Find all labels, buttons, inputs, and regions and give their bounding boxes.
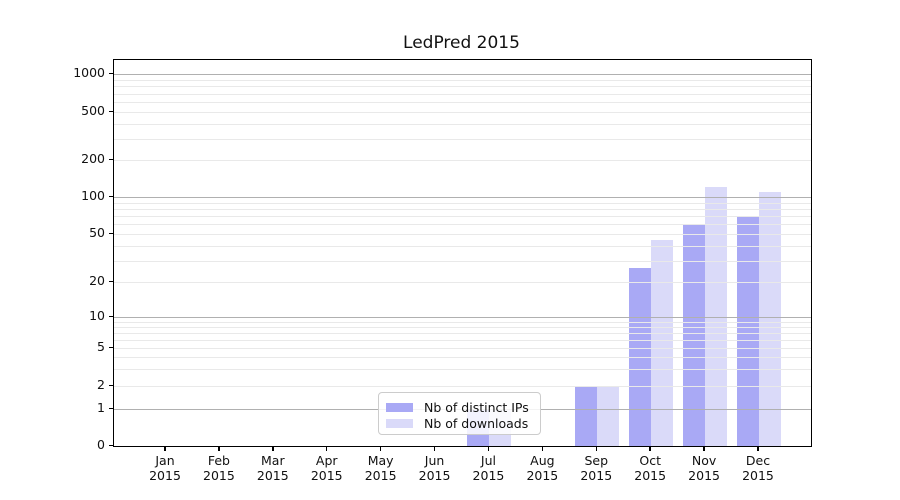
x-tick-label: Dec 2015 [742, 453, 774, 483]
x-tick-label: Oct 2015 [634, 453, 667, 483]
legend-item-distinct-ips: Nb of distinct IPs [386, 399, 532, 415]
minor-gridline [114, 102, 811, 103]
x-tick-mark [649, 446, 651, 451]
x-tick-mark [218, 446, 220, 451]
x-tick-label: Apr 2015 [310, 453, 343, 483]
x-tick-mark [703, 446, 705, 451]
major-gridline [114, 74, 811, 75]
bar-downloads-oct [651, 239, 674, 446]
minor-gridline [114, 245, 811, 247]
y-tick-mark [109, 195, 113, 197]
minor-gridline [114, 321, 811, 323]
legend: Nb of distinct IPs Nb of downloads [378, 392, 541, 435]
minor-gridline [114, 79, 811, 81]
y-tick-mark [109, 346, 113, 348]
y-tick-mark [109, 110, 113, 112]
minor-gridline [114, 282, 811, 283]
y-tick-label: 10 [89, 308, 105, 323]
y-tick-mark [109, 280, 113, 282]
bar-distinct-ips-oct [629, 268, 652, 446]
y-tick-label: 20 [89, 273, 105, 288]
y-tick-mark [109, 384, 113, 386]
minor-gridline [114, 326, 811, 328]
x-tick-label: Nov 2015 [688, 453, 720, 483]
minor-gridline [114, 332, 811, 334]
minor-gridline [114, 202, 811, 204]
y-tick-label: 100 [81, 188, 105, 203]
y-tick-mark [109, 158, 113, 160]
bar-downloads-sep [597, 386, 620, 446]
y-tick-mark [109, 72, 113, 74]
x-tick-label: May 2015 [364, 453, 397, 483]
x-tick-mark [325, 446, 328, 451]
legend-label-distinct-ips: Nb of distinct IPs [424, 399, 529, 415]
x-tick-label: Feb 2015 [203, 453, 235, 483]
x-tick-mark [433, 446, 436, 451]
x-tick-label: Jul 2015 [472, 453, 505, 483]
x-tick-mark [379, 446, 382, 451]
y-tick-label: 500 [81, 103, 105, 118]
minor-gridline [114, 86, 811, 88]
major-gridline [114, 317, 811, 318]
x-tick-label: Mar 2015 [256, 453, 289, 483]
y-tick-label: 200 [81, 151, 105, 166]
y-tick-label: 0 [97, 437, 105, 452]
bar-downloads-nov [705, 187, 728, 446]
x-tick-mark [272, 446, 274, 451]
minor-gridline [114, 357, 811, 359]
minor-gridline [114, 123, 811, 125]
y-tick-label: 1 [97, 400, 105, 415]
legend-swatch-downloads [386, 418, 413, 428]
x-tick-mark [487, 446, 490, 451]
x-tick-label: Sep 2015 [580, 453, 613, 483]
legend-item-downloads: Nb of downloads [386, 415, 532, 431]
y-tick-label: 1000 [73, 65, 105, 80]
y-tick-label: 50 [89, 225, 105, 240]
y-tick-mark [109, 315, 113, 317]
minor-gridline [114, 93, 811, 95]
minor-gridline [114, 138, 811, 140]
minor-gridline [114, 386, 811, 387]
legend-swatch-distinct-ips [386, 402, 413, 412]
minor-gridline [114, 369, 811, 371]
bar-downloads-dec [758, 191, 781, 446]
y-tick-label: 2 [97, 377, 105, 392]
minor-gridline [114, 112, 811, 113]
major-gridline [114, 197, 811, 198]
bar-distinct-ips-dec [736, 216, 759, 446]
x-tick-label: Jan 2015 [149, 453, 181, 483]
y-tick-mark [109, 407, 113, 409]
bar-distinct-ips-nov [683, 224, 706, 446]
y-tick-mark [109, 444, 113, 446]
plot-area [113, 59, 812, 447]
minor-gridline [114, 224, 811, 226]
minor-gridline [114, 348, 811, 349]
y-tick-label: 5 [97, 339, 105, 354]
minor-gridline [114, 160, 811, 161]
minor-gridline [114, 208, 811, 210]
x-tick-mark [164, 446, 166, 451]
x-tick-mark [595, 446, 598, 451]
minor-gridline [114, 260, 811, 262]
x-tick-label: Aug 2015 [526, 453, 559, 483]
minor-gridline [114, 339, 811, 341]
x-tick-label: Jun 2015 [418, 453, 451, 483]
minor-gridline [114, 234, 811, 235]
x-tick-mark [541, 446, 544, 451]
minor-gridline [114, 216, 811, 218]
bar-distinct-ips-sep [575, 386, 598, 446]
y-tick-mark [109, 232, 113, 234]
chart-title: LedPred 2015 [403, 33, 520, 53]
x-tick-mark [757, 446, 759, 451]
legend-label-downloads: Nb of downloads [424, 415, 529, 431]
